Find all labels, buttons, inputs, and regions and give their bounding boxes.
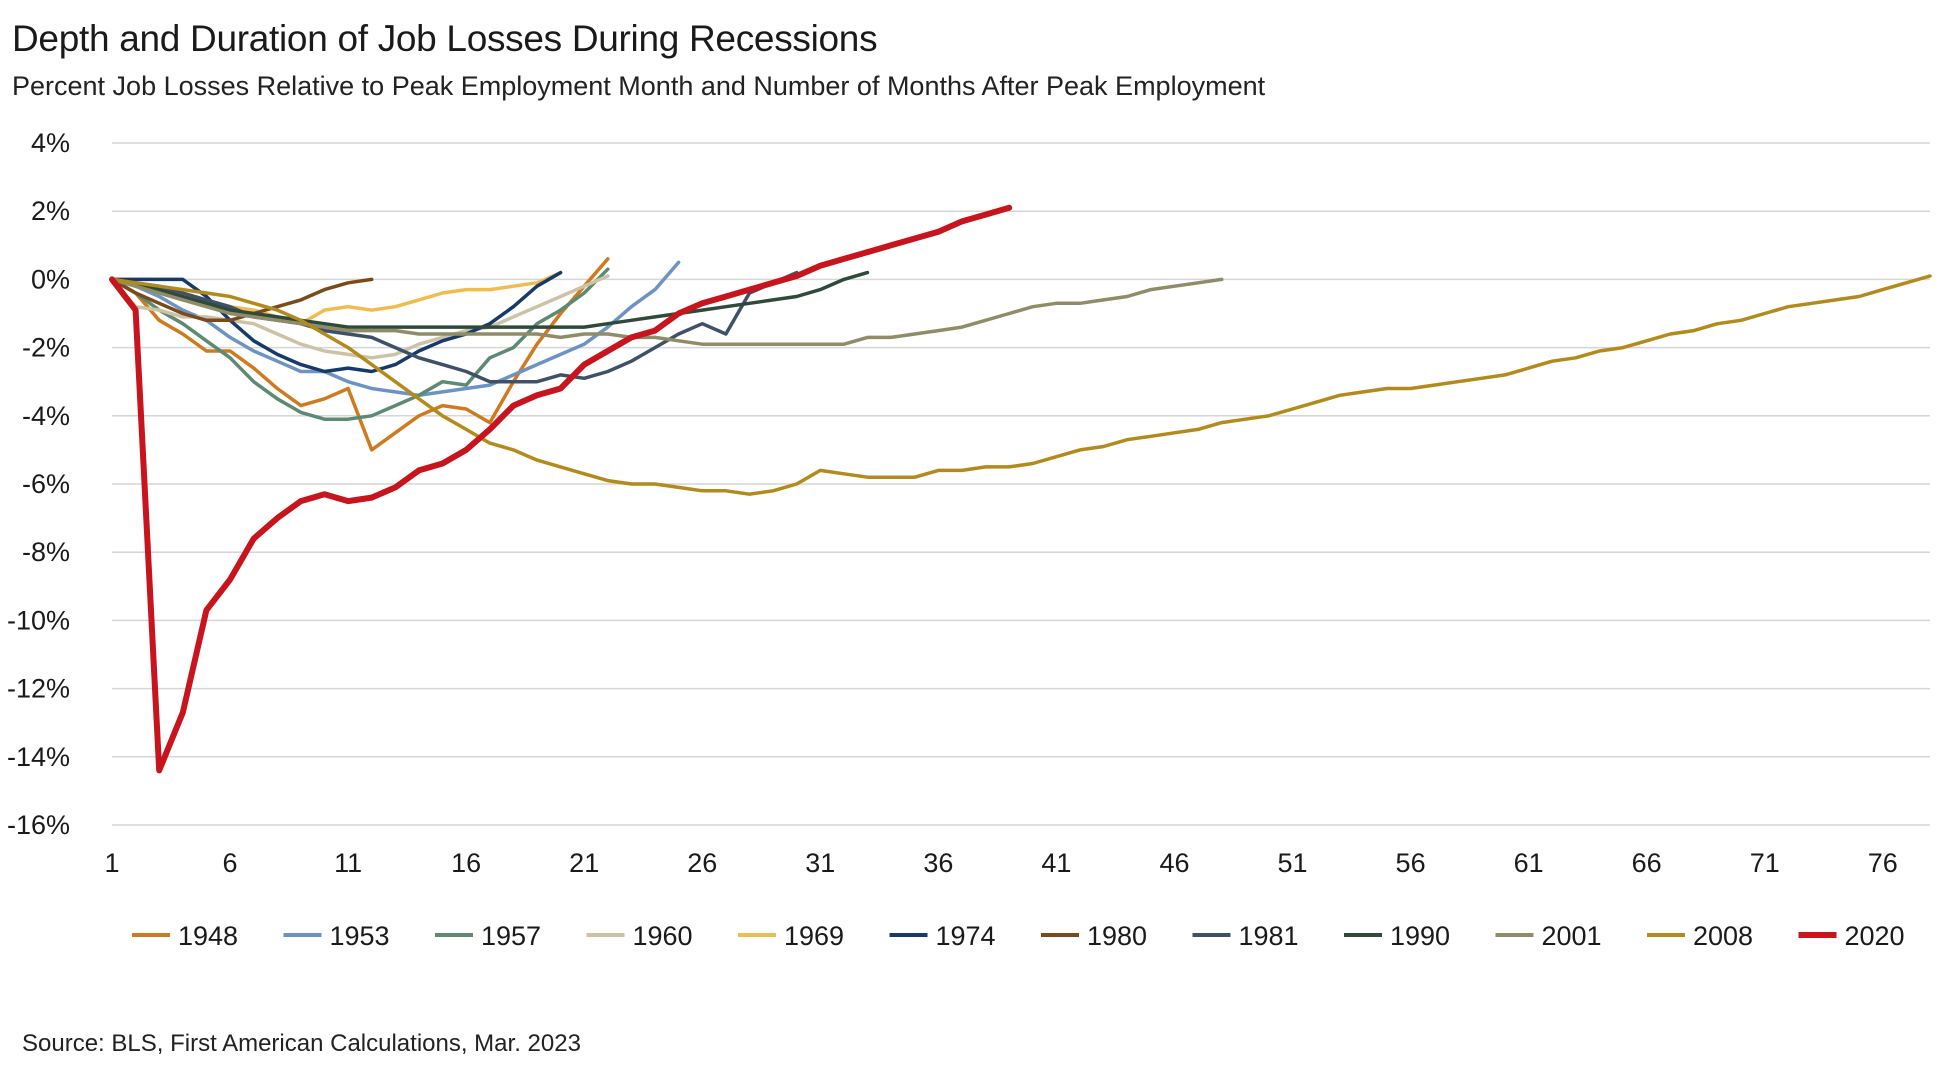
- y-tick-label: -6%: [22, 469, 70, 499]
- legend-label-1990: 1990: [1390, 921, 1450, 951]
- x-tick-label: 6: [223, 848, 238, 878]
- x-tick-label: 1: [104, 848, 119, 878]
- y-tick-label: 0%: [31, 264, 70, 294]
- x-axis-tick-labels: 1 6 11 16 21 26 31 36 41 46 51 56 61 66 71 76: [104, 848, 1897, 878]
- chart-title: Depth and Duration of Job Losses During …: [12, 18, 878, 59]
- legend-label-1981: 1981: [1239, 921, 1299, 951]
- x-tick-label: 51: [1277, 848, 1307, 878]
- series-line-2001: [110, 277, 1224, 346]
- x-tick-label: 31: [805, 848, 835, 878]
- y-tick-label: -14%: [7, 742, 70, 772]
- x-tick-label: 26: [687, 848, 717, 878]
- x-tick-label: 61: [1514, 848, 1544, 878]
- legend-label-1948: 1948: [178, 921, 238, 951]
- series-line-2020: [109, 204, 1013, 774]
- y-tick-label: -12%: [7, 674, 70, 704]
- legend-label-1960: 1960: [633, 921, 693, 951]
- y-tick-label: -16%: [7, 810, 70, 840]
- legend-label-1969: 1969: [784, 921, 844, 951]
- gridlines: [112, 142, 1930, 826]
- series-line-2008: [110, 274, 1932, 496]
- legend-label-1957: 1957: [481, 921, 541, 951]
- legend-label-2020: 2020: [1845, 921, 1905, 951]
- x-tick-label: 76: [1868, 848, 1898, 878]
- y-axis-tick-labels: 4% 2% 0% -2% -4% -6% -8% -10% -12% -14% -16%: [7, 128, 70, 840]
- x-tick-label: 46: [1159, 848, 1189, 878]
- x-tick-label: 21: [569, 848, 599, 878]
- y-tick-label: -8%: [22, 537, 70, 567]
- source-note: Source: BLS, First American Calculations…: [22, 1030, 581, 1057]
- chart-subtitle: Percent Job Losses Relative to Peak Empl…: [12, 71, 1266, 101]
- legend: 1948 1953 1957 1960 1969 1974 1980 1981 1990 2001…: [132, 921, 1905, 951]
- x-tick-label: 11: [334, 848, 362, 878]
- legend-label-2001: 2001: [1542, 921, 1602, 951]
- y-tick-label: -4%: [22, 401, 70, 431]
- legend-label-2008: 2008: [1693, 921, 1753, 951]
- x-tick-label: 56: [1396, 848, 1426, 878]
- series-lines: [109, 204, 1932, 774]
- x-tick-label: 36: [923, 848, 953, 878]
- legend-label-1980: 1980: [1087, 921, 1147, 951]
- y-tick-label: -2%: [22, 333, 70, 363]
- y-tick-label: 4%: [31, 128, 70, 158]
- series-line-1981: [110, 270, 799, 384]
- legend-label-1974: 1974: [936, 921, 996, 951]
- legend-label-1953: 1953: [330, 921, 390, 951]
- y-tick-label: -10%: [7, 605, 70, 635]
- y-tick-label: 2%: [31, 196, 70, 226]
- x-tick-label: 66: [1632, 848, 1662, 878]
- x-tick-label: 16: [451, 848, 481, 878]
- x-tick-label: 41: [1041, 848, 1071, 878]
- series-line-1990: [110, 270, 870, 329]
- x-tick-label: 71: [1750, 848, 1780, 878]
